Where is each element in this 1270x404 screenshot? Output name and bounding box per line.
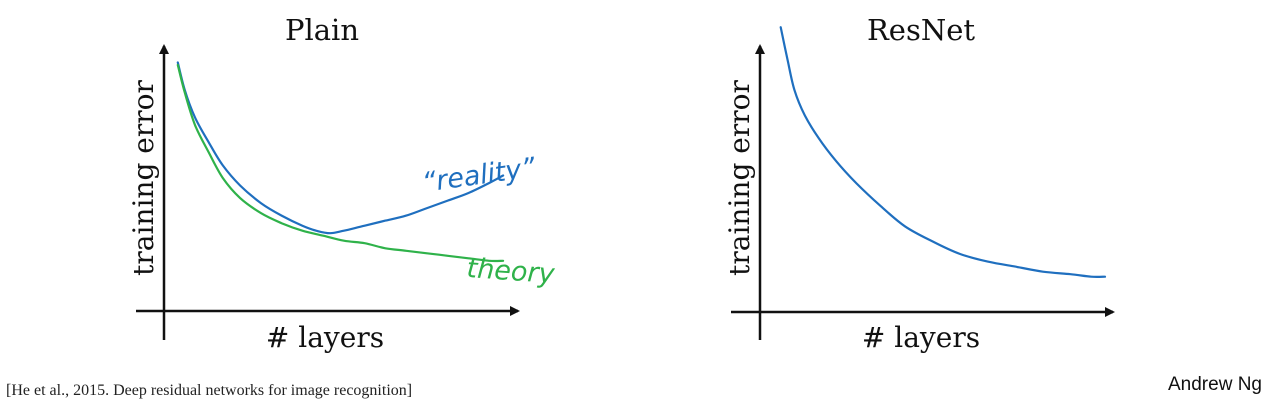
reality-line (176, 61, 505, 235)
plain-chart-title: Plain (285, 13, 359, 47)
theory-line (176, 63, 505, 263)
author-credit: Andrew Ng (1168, 374, 1262, 395)
reality-annotation: “reality” (420, 152, 538, 199)
plain-series-group (176, 61, 505, 263)
citation: [He et al., 2015. Deep residual networks… (6, 382, 413, 399)
plain-y-axis-label: training error (127, 80, 160, 276)
resnet-chart: ResNet training error # layers (723, 13, 1115, 354)
resnet-x-axis-label: # layers (862, 321, 980, 354)
resnet-line (779, 26, 1107, 278)
plain-x-axis-label: # layers (266, 321, 384, 354)
theory-annotation: theory (466, 253, 557, 290)
plain-chart: Plain training error # layers “reality” … (127, 13, 557, 354)
resnet-series-group (779, 26, 1107, 278)
resnet-y-axis-label: training error (723, 80, 756, 276)
resnet-chart-title: ResNet (867, 13, 975, 47)
